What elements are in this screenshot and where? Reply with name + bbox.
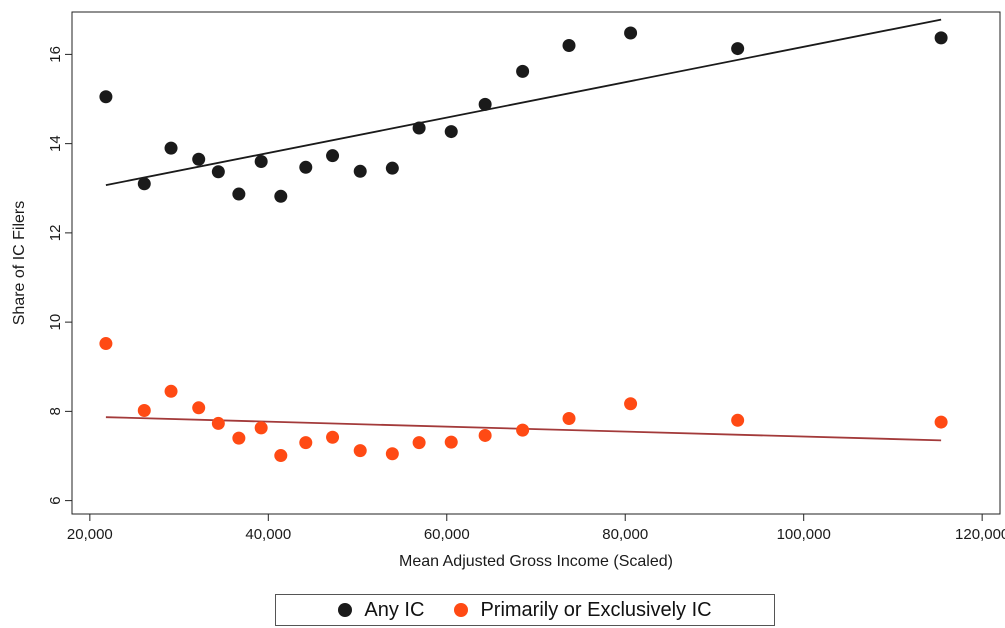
point-series-1: [562, 412, 576, 426]
point-series-0: [412, 121, 426, 135]
scatter-chart: 20,000 40,000 60,000 80,000 100,000 120,000 6…: [11, 11, 1005, 570]
point-series-1: [326, 430, 340, 444]
y-tick-label: 14: [47, 135, 64, 152]
point-series-1: [299, 436, 313, 450]
point-series-0: [326, 149, 340, 163]
x-tick-label: 20,000: [67, 526, 113, 543]
x-axis-title: Mean Adjusted Gross Income (Scaled): [399, 553, 673, 570]
legend: Any IC Primarily or Exclusively IC: [275, 594, 775, 626]
point-series-1: [731, 413, 745, 427]
plot-area: [71, 11, 1001, 515]
point-series-0: [731, 42, 745, 56]
point-series-0: [444, 125, 458, 139]
point-series-1: [211, 416, 225, 430]
point-series-0: [211, 165, 225, 179]
point-series-1: [274, 449, 288, 463]
point-series-0: [254, 154, 268, 168]
x-tick-label: 40,000: [245, 526, 291, 543]
point-series-1: [137, 403, 151, 417]
y-tick-label: 8: [47, 407, 64, 415]
point-series-0: [478, 97, 492, 111]
point-series-0: [274, 189, 288, 203]
point-series-1: [478, 428, 492, 442]
point-series-0: [299, 160, 313, 174]
point-series-1: [254, 421, 268, 435]
point-series-1: [444, 435, 458, 449]
x-axis: 20,000 40,000 60,000 80,000 100,000 120,000: [67, 514, 1005, 543]
legend-item-primarily-ic: Primarily or Exclusively IC: [454, 598, 712, 622]
point-series-1: [412, 436, 426, 450]
point-series-0: [385, 161, 399, 175]
x-tick-label: 120,000: [955, 526, 1005, 543]
data-points: [99, 26, 948, 463]
point-series-1: [624, 397, 638, 411]
point-series-0: [516, 64, 530, 78]
point-series-0: [562, 38, 576, 52]
point-series-1: [516, 423, 530, 437]
legend-dot-any-ic: [338, 603, 353, 617]
point-series-0: [624, 26, 638, 40]
legend-item-any-ic: Any IC: [338, 599, 424, 622]
point-series-0: [137, 177, 151, 191]
point-series-0: [164, 141, 178, 155]
point-series-1: [164, 384, 178, 398]
point-series-0: [192, 152, 206, 166]
point-series-1: [353, 444, 367, 458]
point-series-1: [934, 415, 948, 429]
y-tick-label: 10: [47, 314, 64, 331]
legend-label-primarily-ic: Primarily or Exclusively IC: [480, 598, 712, 621]
point-series-0: [353, 164, 367, 178]
point-series-1: [192, 401, 206, 415]
legend-label-any-ic: Any IC: [364, 598, 425, 621]
point-series-1: [232, 431, 246, 445]
y-axis: 6 8 10 12 14 16: [47, 46, 72, 505]
y-tick-label: 6: [47, 496, 64, 504]
point-series-1: [385, 447, 399, 461]
point-series-0: [99, 90, 113, 104]
x-tick-label: 100,000: [777, 526, 831, 543]
legend-dot-primarily-ic: [454, 603, 469, 617]
y-tick-label: 12: [47, 225, 64, 242]
point-series-0: [934, 31, 948, 45]
y-axis-title: Share of IC Filers: [11, 201, 28, 325]
x-tick-label: 80,000: [602, 526, 648, 543]
point-series-0: [232, 187, 246, 201]
point-series-1: [99, 337, 113, 351]
fit-line-series-0: [105, 18, 942, 187]
fit-lines: [105, 18, 942, 442]
x-tick-label: 60,000: [424, 526, 470, 543]
y-tick-label: 16: [47, 46, 64, 63]
